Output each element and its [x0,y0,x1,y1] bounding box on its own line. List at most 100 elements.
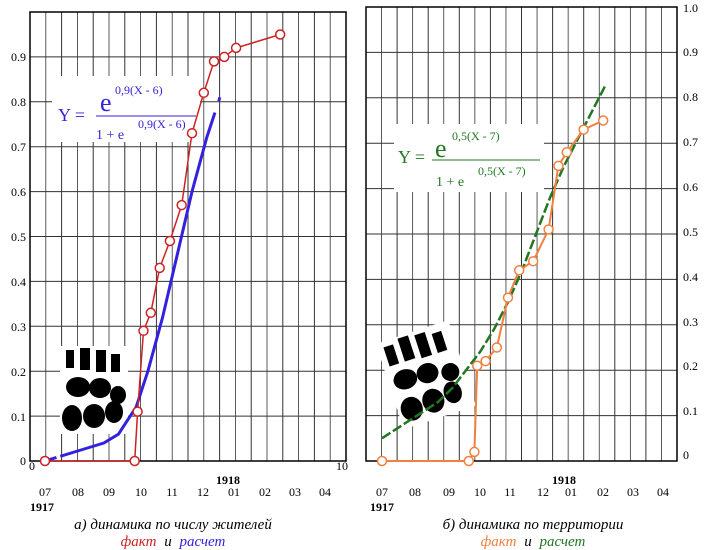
chart-right-formula-num-base: e [435,134,447,163]
fact-data-point [502,292,514,303]
chart-right-x-tick-label: 03 [627,485,639,499]
chart-left-y-tick-label: 0.2 [11,365,26,379]
fact-data-point [480,355,491,367]
fact-data-point [274,29,286,40]
legend-and-label: и [524,534,532,550]
chart-left-y-tick-label: 0 [20,454,26,468]
chart-left-x-tick-label: 12 [197,485,209,499]
chart-right-y-tick-label: 0.1 [683,404,698,418]
chart-right-caption-legend: факт и расчет [481,534,586,550]
fact-data-point [198,87,210,99]
chart-right-y-tick-label: 1.0 [683,1,698,15]
chart-right-stamp-image [375,320,476,430]
fact-data-point [186,127,198,139]
chart-right-year-label: 1918 [552,473,576,487]
chart-right: 0 0.1 0.2 0.3 0.4 0.5 0.6 0.7 0.8 0.9 1.… [365,1,698,550]
chart-right-x-tick-labels: 07 08 09 10 11 12 01 02 03 04 1917 1918 [370,473,669,514]
chart-right-formula-box [394,124,544,192]
chart-left-stamp-image [60,346,128,434]
fact-data-point [543,224,554,235]
fact-data-point [471,360,483,371]
fact-data-point [597,115,609,126]
chart-left-x-tick-label: 10 [135,485,147,499]
fact-data-point [39,455,51,467]
chart-left-x-start-label: 0 [29,459,35,473]
legend-fact-label: факт [481,534,517,550]
fact-data-point [164,235,176,247]
fact-data-point [154,262,165,274]
fact-data-point [553,160,564,172]
chart-left-formula: Y = e 0,9(X - 6) 1 + e 0,9(X - 6) [52,76,200,143]
legend-fact-label: факт [121,534,157,550]
chart-left-x-tick-label: 08 [72,485,84,499]
chart-right-x-tick-label: 02 [597,485,609,499]
fact-data-point [513,265,525,276]
chart-left-y-tick-label: 0.8 [11,95,26,109]
chart-left-x-tick-label: 02 [259,485,271,499]
chart-right-formula: Y = e 0,5(X - 7) 1 + e 0,5(X - 7) [394,124,544,192]
chart-left-caption: а) динамика по числу жителей [74,517,272,533]
fact-data-point [132,406,143,417]
chart-left-caption-legend: факт и расчет [121,534,226,550]
chart-left-y-tick-labels: 0 0.1 0.2 0.3 0.4 0.5 0.6 0.7 0.8 0.9 [11,50,26,468]
chart-right-caption: б) динамика по территории [443,517,624,533]
fact-data-point [208,56,220,67]
chart-right-formula-den-prefix: 1 + e [436,175,464,190]
chart-right-x-tick-label: 01 [565,485,577,499]
chart-right-formula-den-exp: 0,5(X - 7) [478,164,526,178]
chart-right-x-tick-label: 09 [443,485,455,499]
chart-left-x-tick-label: 07 [39,485,51,499]
fact-data-point [145,307,157,319]
chart-right-x-tick-label: 10 [474,485,486,499]
fact-data-point [138,325,149,337]
chart-right-y-tick-labels: 0 0.1 0.2 0.3 0.4 0.5 0.6 0.7 0.8 0.9 1.… [683,1,698,462]
chart-left-y-tick-label: 0.1 [11,410,26,424]
chart-right-frame [365,6,678,462]
fact-data-point [491,342,503,353]
fact-data-point [129,455,140,467]
chart-left: 0 0.1 0.2 0.3 0.4 0.5 0.6 0.7 0.8 0.9 07… [11,11,348,550]
fact-data-point [230,42,242,54]
chart-right-y-tick-label: 0 [683,448,689,462]
chart-left-calc-series-line [44,33,281,463]
chart-left-year-label: 1917 [30,500,54,514]
chart-left-year-label: 1918 [216,473,240,487]
chart-right-year-label: 1917 [370,500,394,514]
chart-left-y-tick-label: 0.7 [11,140,26,154]
legend-calc-label: расчет [178,534,225,550]
chart-right-x-tick-label: 08 [409,485,421,499]
fact-data-point [469,446,480,458]
chart-left-y-tick-label: 0.4 [11,275,26,289]
chart-right-y-tick-label: 0.7 [683,135,698,149]
chart-right-x-tick-label: 07 [376,485,388,499]
chart-right-y-tick-label: 0.8 [683,90,698,104]
chart-right-y-tick-label: 0.6 [683,180,698,194]
chart-left-formula-num-base: e [100,88,112,117]
chart-left-y-tick-label: 0.5 [11,230,26,244]
chart-right-y-tick-label: 0.2 [683,359,698,373]
chart-left-x-end-label: 10 [336,459,348,473]
chart-left-formula-den-exp: 0,9(X - 6) [138,117,186,131]
chart-right-x-tick-label: 11 [504,485,516,499]
chart-right-y-tick-label: 0.5 [683,225,698,239]
fact-data-point [463,455,475,467]
chart-left-x-tick-label: 01 [228,485,240,499]
chart-right-y-tick-label: 0.3 [683,315,698,329]
chart-left-frame [29,11,347,462]
chart-left-x-tick-labels: 07 08 09 10 11 12 01 02 03 04 1917 1918 … [29,459,348,514]
fact-data-point [578,124,589,135]
chart-left-y-tick-label: 0.3 [11,320,26,334]
chart-right-x-tick-label: 12 [537,485,549,499]
chart-left-y-tick-label: 0.9 [11,50,26,64]
chart-left-formula-box [52,76,200,142]
chart-left-formula-num-exp: 0,9(X - 6) [115,83,163,97]
legend-calc-label: расчет [538,534,585,550]
fact-data-point [176,199,187,211]
chart-right-formula-num-exp: 0,5(X - 7) [452,129,500,143]
chart-left-formula-den-prefix: 1 + e [96,128,124,143]
chart-right-fact-points [376,115,609,467]
fact-data-point [376,455,388,467]
chart-left-x-tick-label: 09 [103,485,115,499]
fact-data-point [219,51,230,63]
